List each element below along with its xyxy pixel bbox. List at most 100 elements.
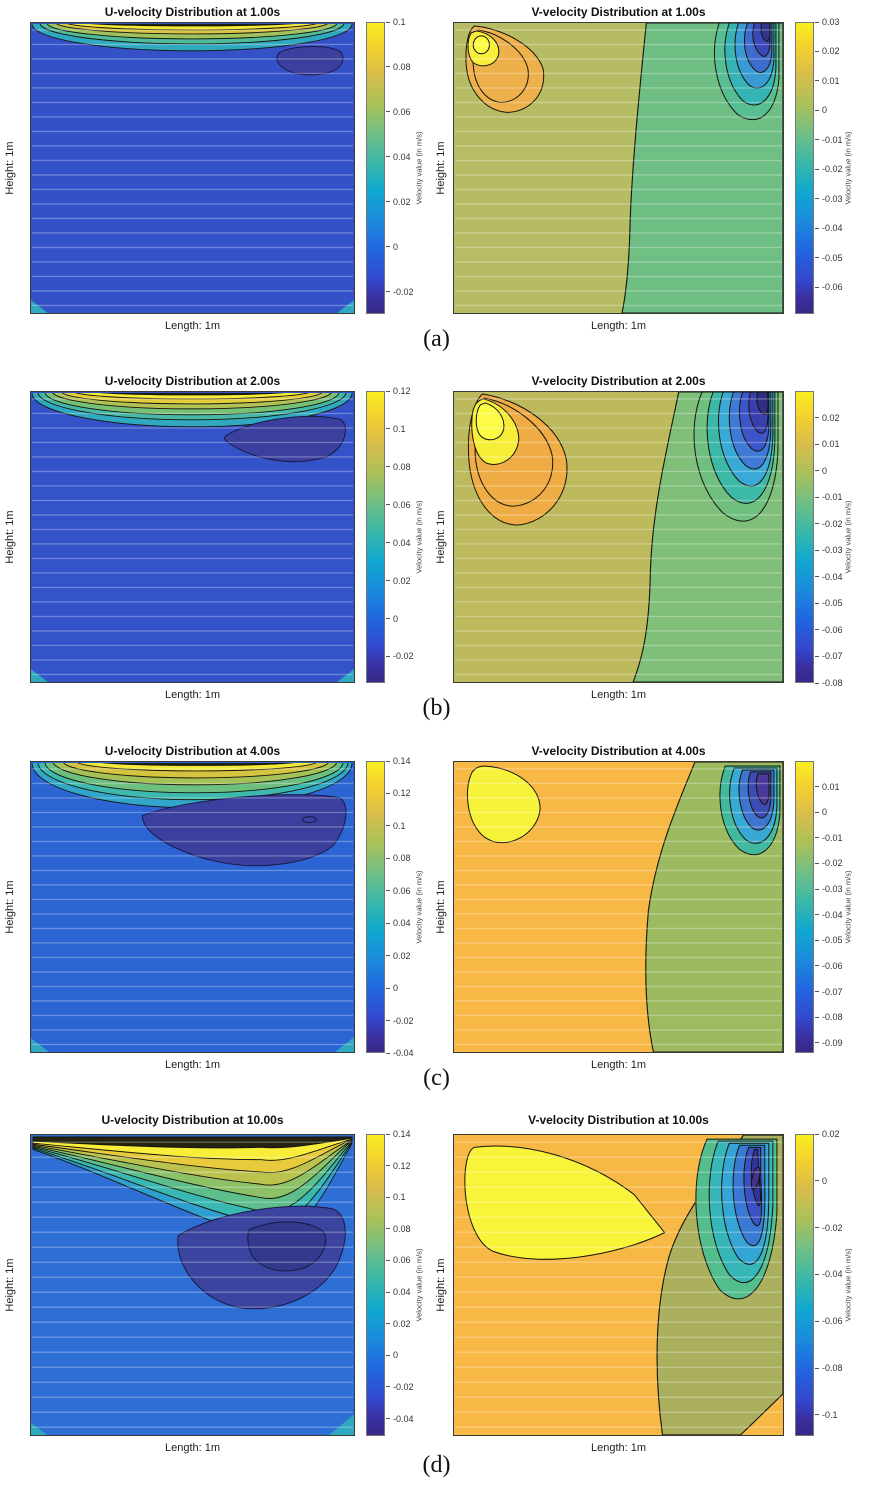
plot-title: V-velocity Distribution at 1.00s xyxy=(531,5,706,19)
tick-mark xyxy=(386,987,390,989)
colorbar-tick: 0.04 xyxy=(386,538,411,548)
y-axis-label: Height: 1m xyxy=(435,880,447,934)
colorbar-ticks: 0.14 0.12 0.1 0.08 0.06 0.04 0.02 0 -0.02 -0.04 xyxy=(386,756,434,1058)
tick-mark xyxy=(386,466,390,468)
colorbar-tick: -0.02 xyxy=(386,1382,414,1392)
tick-mark xyxy=(815,991,819,993)
tick-label: -0.02 xyxy=(822,164,843,175)
tick-mark xyxy=(386,580,390,582)
tick-label: -0.07 xyxy=(822,651,843,662)
tick-label: 0 xyxy=(393,983,399,994)
colorbar: 0.03 0.02 0.01 0 -0.01 -0.02 -0.03 -0.04 -0.05 -0… xyxy=(795,17,865,314)
tick-mark xyxy=(815,198,819,200)
tick-label: -0.02 xyxy=(393,286,414,297)
colorbar-label: Velocity value (in m/s) xyxy=(414,870,424,944)
tick-label: 0.08 xyxy=(393,853,411,864)
x-axis-label: Length: 1m xyxy=(590,320,647,332)
tick-mark xyxy=(386,1354,390,1356)
tick-label: -0.01 xyxy=(822,134,843,145)
tick-mark xyxy=(386,922,390,924)
colorbar-label: Velocity value (in m/s) xyxy=(414,131,424,205)
colorbar-gradient xyxy=(795,1134,814,1436)
tick-label: 0.04 xyxy=(393,537,411,548)
tick-label: -0.08 xyxy=(822,1012,843,1023)
colorbar-ticks: 0.01 0 -0.01 -0.02 -0.03 -0.04 -0.05 -0.06 -0.07… xyxy=(815,761,863,1053)
tick-mark xyxy=(386,1133,390,1135)
tick-label: 0.1 xyxy=(393,423,406,434)
colorbar-tick: 0 xyxy=(386,1350,398,1360)
x-axis-label: Length: 1m xyxy=(164,320,221,332)
tick-label: 0 xyxy=(822,465,828,476)
colorbar-gradient xyxy=(795,391,814,683)
plot-area xyxy=(453,22,784,314)
tick-label: 0 xyxy=(393,241,399,252)
tick-label: 0.1 xyxy=(393,1192,406,1203)
colorbar-gradient xyxy=(366,1134,385,1436)
tick-mark xyxy=(815,1227,819,1229)
plot-title: U-velocity Distribution at 10.00s xyxy=(101,1113,284,1127)
colorbar-tick: 0.1 xyxy=(386,1192,406,1202)
tick-label: -0.08 xyxy=(822,678,843,688)
colorbar-tick: -0.1 xyxy=(815,1410,838,1420)
plot-area xyxy=(30,391,355,683)
tick-label: 0.01 xyxy=(822,439,840,450)
tick-mark xyxy=(386,857,390,859)
tick-mark xyxy=(386,201,390,203)
tick-mark xyxy=(386,1323,390,1325)
tick-label: -0.05 xyxy=(822,598,843,609)
colorbar-tick: 0.1 xyxy=(386,424,406,434)
tick-mark xyxy=(815,80,819,82)
x-axis-label: Length: 1m xyxy=(164,1059,221,1071)
tick-mark xyxy=(815,837,819,839)
colorbar-tick: -0.04 xyxy=(386,1414,414,1424)
tick-label: 0.06 xyxy=(393,1255,411,1266)
tick-label: -0.01 xyxy=(822,832,843,843)
colorbar-tick: 0.12 xyxy=(386,386,411,396)
tick-label: -0.05 xyxy=(822,252,843,263)
tick-mark xyxy=(386,156,390,158)
plot-title: V-velocity Distribution at 2.00s xyxy=(531,374,706,388)
tick-mark xyxy=(815,443,819,445)
subfigure-caption-a: (a) xyxy=(423,326,450,352)
contour-plot-u4 xyxy=(31,762,354,1052)
colorbar-tick: -0.05 xyxy=(815,598,843,608)
contour-plot-v4 xyxy=(454,762,783,1052)
plot-title: U-velocity Distribution at 1.00s xyxy=(104,5,281,19)
tick-mark xyxy=(386,1228,390,1230)
colorbar-tick: -0.01 xyxy=(815,135,843,145)
tick-label: 0.02 xyxy=(393,1318,411,1329)
tick-mark xyxy=(386,246,390,248)
figure-row-c: U-velocity Distribution at 4.00s Height:… xyxy=(0,739,873,1105)
tick-mark xyxy=(815,1016,819,1018)
colorbar: 0.02 0 -0.02 -0.04 -0.06 -0.08 -0.1 Velocity v… xyxy=(795,1129,865,1436)
tick-mark xyxy=(386,1291,390,1293)
colorbar-tick: 0.02 xyxy=(815,1129,840,1139)
tick-mark xyxy=(815,888,819,890)
tick-mark xyxy=(386,618,390,620)
contour-panel-u4: U-velocity Distribution at 4.00s Height:… xyxy=(0,739,436,1071)
colorbar-tick: -0.04 xyxy=(386,1048,414,1058)
tick-label: -0.04 xyxy=(822,1269,843,1280)
tick-mark xyxy=(815,965,819,967)
plot-area xyxy=(30,1134,355,1436)
tick-label: 0.1 xyxy=(393,17,406,27)
tick-label: -0.08 xyxy=(822,1363,843,1374)
tick-label: -0.02 xyxy=(393,1015,414,1026)
figure-row-a: U-velocity Distribution at 1.00s Height:… xyxy=(0,0,873,366)
colorbar-tick: 0.08 xyxy=(386,1224,411,1234)
contour-plot-v2 xyxy=(454,392,783,682)
colorbar-gradient xyxy=(795,22,814,314)
colorbar-tick: -0.08 xyxy=(815,1363,843,1373)
tick-mark xyxy=(386,66,390,68)
colorbar-tick: 0.02 xyxy=(386,197,411,207)
y-axis-label: Height: 1m xyxy=(435,510,447,564)
tick-mark xyxy=(815,1367,819,1369)
tick-mark xyxy=(386,1020,390,1022)
tick-label: 0.01 xyxy=(822,75,840,86)
colorbar-tick: -0.03 xyxy=(815,545,843,555)
colorbar-tick: 0.06 xyxy=(386,107,411,117)
contour-panel-u1: U-velocity Distribution at 1.00s Height:… xyxy=(0,0,436,332)
colorbar-tick: 0 xyxy=(815,1176,827,1186)
colorbar-tick: -0.06 xyxy=(815,625,843,635)
contour-panel-u10: U-velocity Distribution at 10.00s Height… xyxy=(0,1108,436,1454)
